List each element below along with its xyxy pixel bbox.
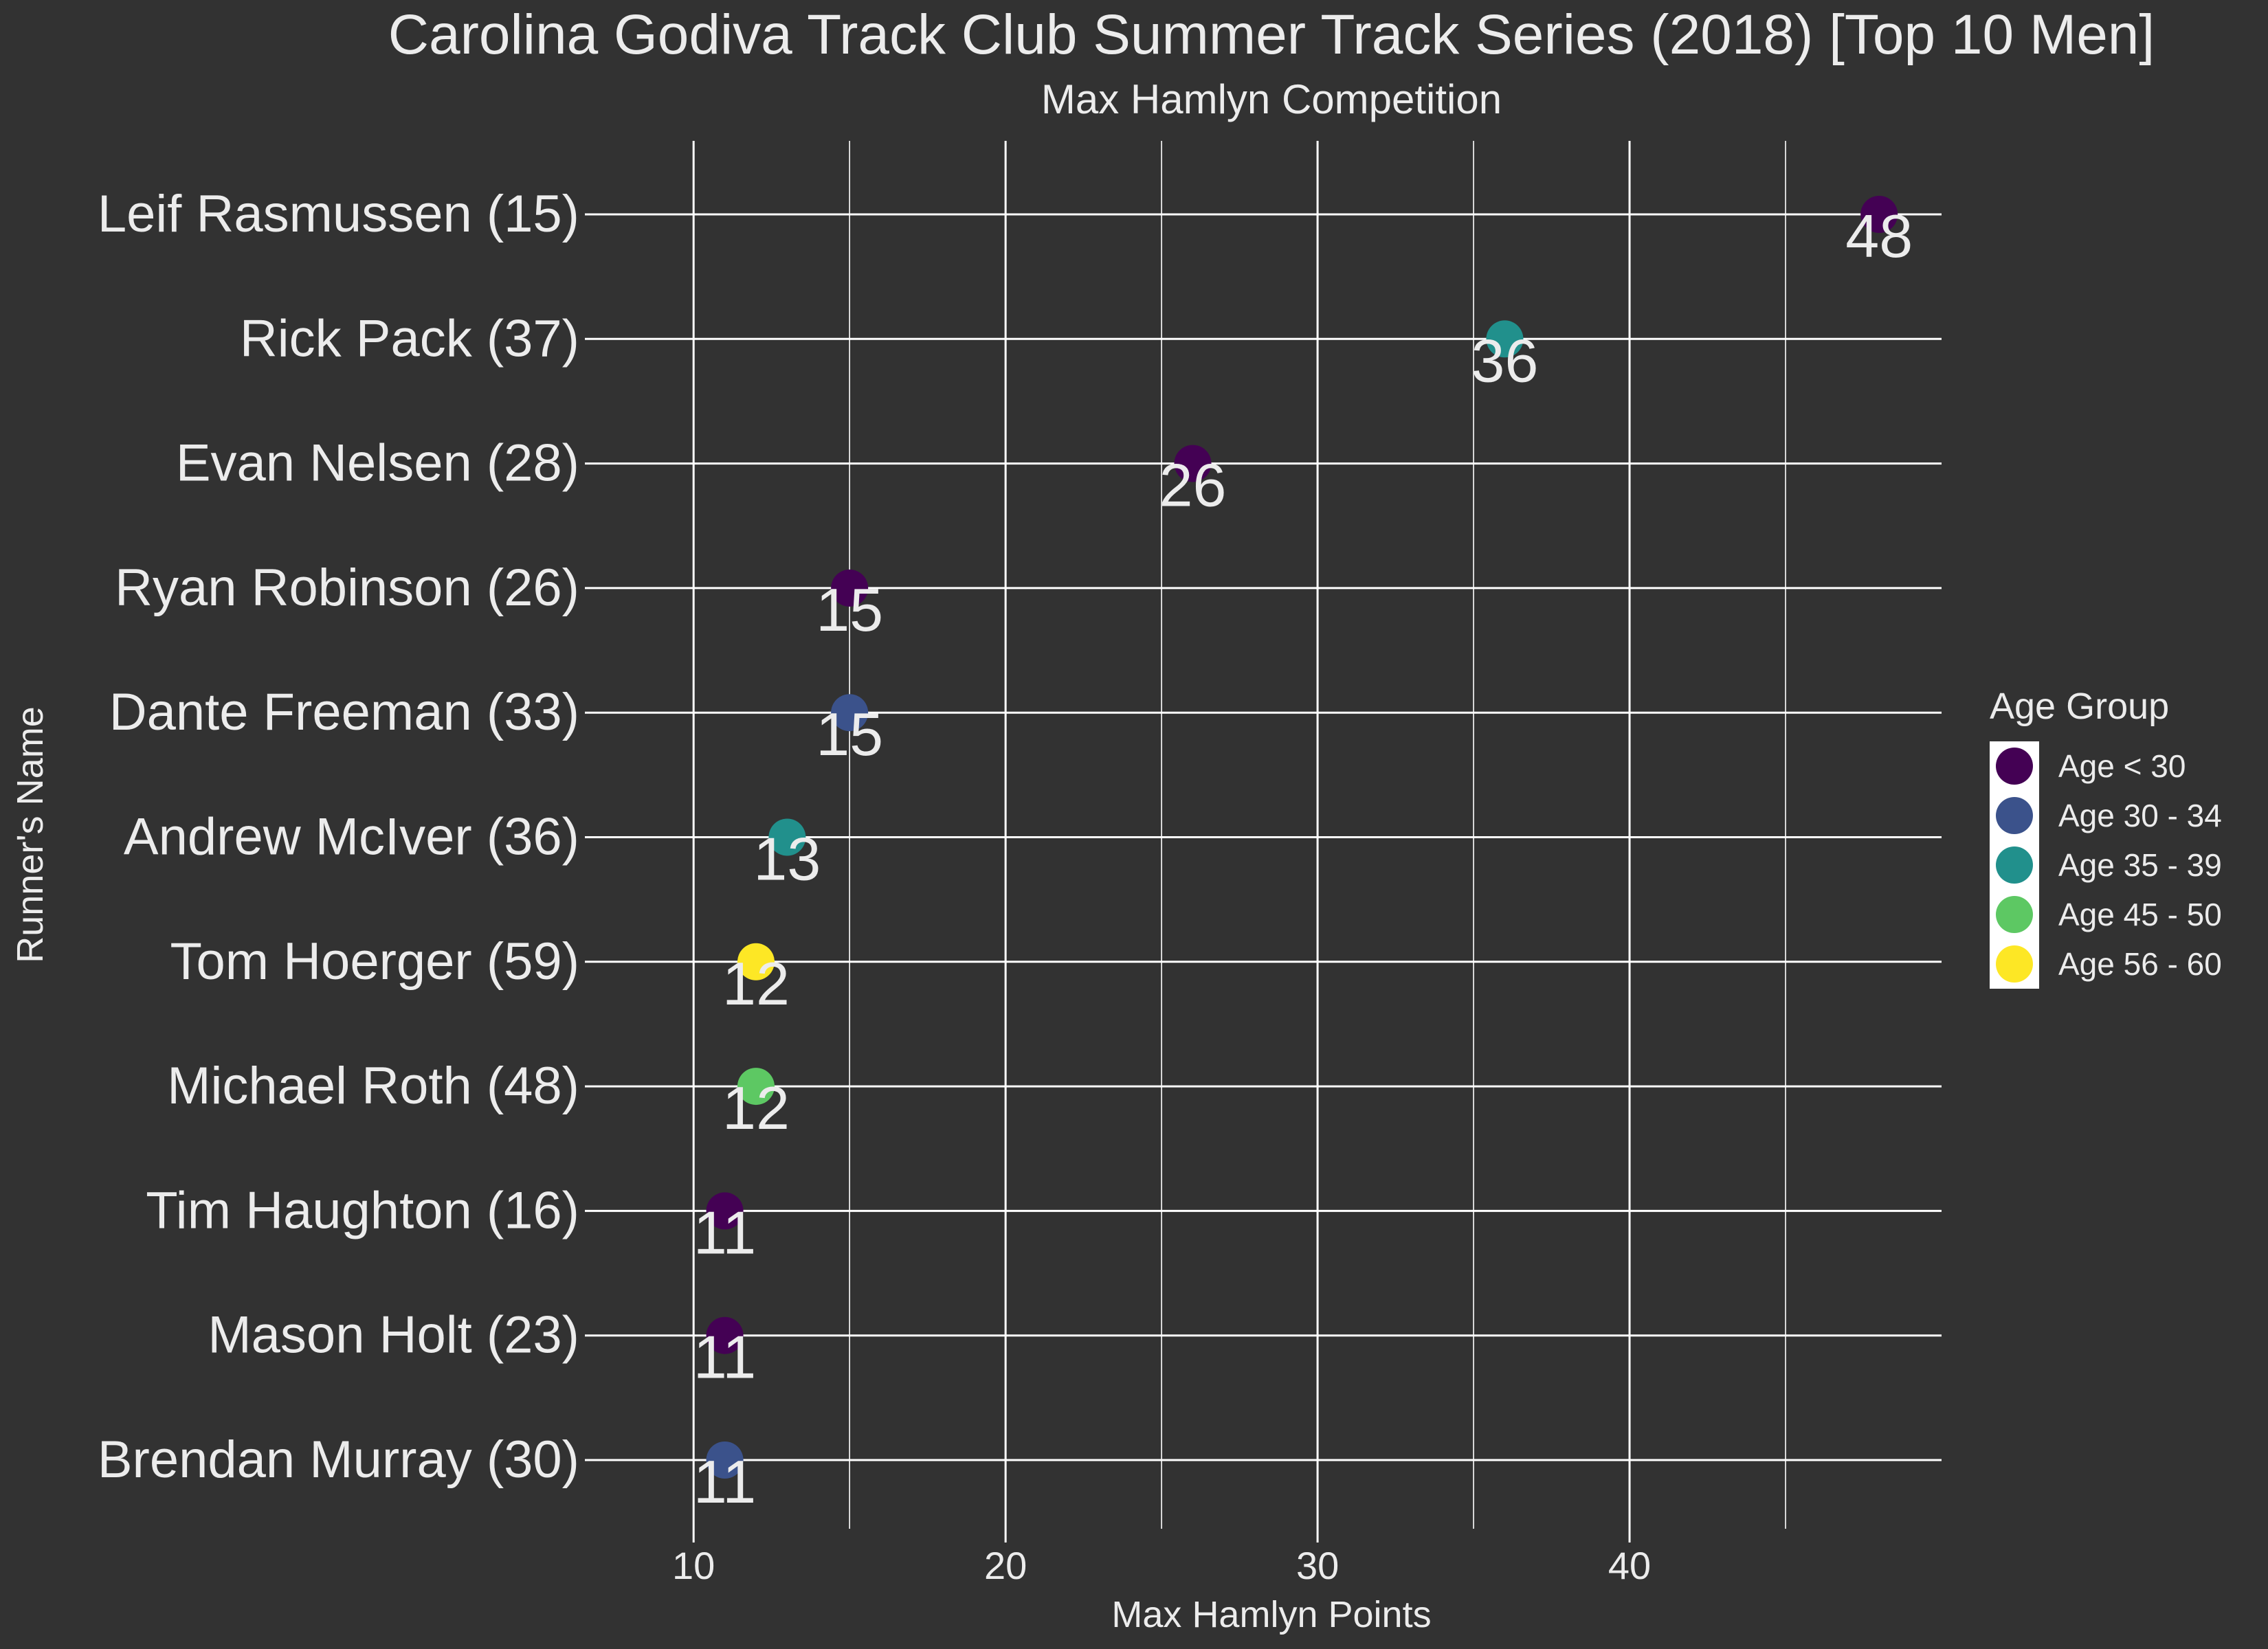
data-label: 15	[816, 576, 883, 644]
data-point	[831, 569, 869, 607]
x-tick-label: 20	[984, 1544, 1027, 1587]
y-axis-title: Runner's Name	[10, 706, 51, 963]
data-label: 11	[693, 1198, 756, 1266]
data-label: 48	[1845, 202, 1913, 270]
y-tick-label: Dante Freeman (33)	[109, 683, 579, 741]
y-tick-label: Ryan Robinson (26)	[115, 559, 579, 617]
data-point	[1486, 320, 1524, 358]
y-tick-label: Mason Holt (23)	[208, 1306, 579, 1365]
data-label: 11	[693, 1448, 756, 1516]
y-axis-tick-labels: Leif Rasmussen (15) Rick Pack (37) Evan Ne…	[98, 185, 579, 1489]
y-tick-label: Tom Hoerger (59)	[170, 932, 579, 991]
data-points	[706, 196, 1898, 1479]
data-point	[1174, 445, 1212, 482]
data-labels: 48 36 26 15 15 13 12 12 11 11 11	[693, 202, 1913, 1516]
y-tick-label: Brendan Murray (30)	[98, 1431, 579, 1489]
grid	[585, 141, 1942, 1543]
x-tick-label: 40	[1608, 1544, 1651, 1587]
x-axis-title: Max Hamlyn Points	[1111, 1594, 1431, 1635]
y-tick-label: Evan Nelsen (28)	[176, 434, 579, 493]
legend-swatch	[1996, 748, 2033, 785]
data-label: 12	[722, 950, 790, 1018]
legend-label: Age 45 - 50	[2058, 897, 2222, 932]
data-point	[706, 1192, 744, 1230]
y-tick-label: Michael Roth (48)	[167, 1057, 579, 1115]
data-label: 26	[1159, 451, 1227, 519]
data-label: 13	[753, 825, 821, 893]
legend-label: Age 56 - 60	[2058, 946, 2222, 982]
data-label: 15	[816, 700, 883, 768]
data-point	[706, 1442, 744, 1479]
legend-title: Age Group	[1990, 686, 2169, 727]
legend-label: Age 30 - 34	[2058, 798, 2222, 833]
y-tick-label: Tim Haughton (16)	[146, 1181, 579, 1239]
data-label: 12	[722, 1074, 790, 1142]
chart-title: Carolina Godiva Track Club Summer Track …	[388, 3, 2155, 66]
x-tick-label: 30	[1296, 1544, 1339, 1587]
data-point	[1860, 196, 1898, 233]
legend-swatch	[1996, 945, 2033, 983]
legend-swatch	[1996, 797, 2033, 834]
chart-subtitle: Max Hamlyn Competition	[1041, 76, 1502, 122]
legend-label: Age < 30	[2058, 748, 2186, 784]
y-tick-label: Andrew McIver (36)	[124, 808, 579, 866]
data-point	[737, 943, 775, 980]
data-label: 11	[693, 1323, 756, 1391]
legend-swatch	[1996, 896, 2033, 933]
data-point	[768, 818, 806, 856]
y-tick-label: Leif Rasmussen (15)	[98, 185, 579, 243]
x-axis-tick-labels: 10 20 30 40	[672, 1544, 1651, 1587]
data-label: 36	[1471, 326, 1539, 394]
legend: Age Group Age < 30 Age 30 - 34 Age 35 - 39…	[1990, 686, 2222, 989]
legend-swatch	[1996, 846, 2033, 884]
y-tick-label: Rick Pack (37)	[240, 309, 579, 368]
x-tick-label: 10	[672, 1544, 715, 1587]
data-point	[737, 1068, 775, 1106]
data-point	[706, 1316, 744, 1354]
data-point	[831, 694, 869, 732]
legend-label: Age 35 - 39	[2058, 847, 2222, 883]
legend-items: Age < 30 Age 30 - 34 Age 35 - 39 Age 45 - 5…	[1990, 741, 2222, 989]
